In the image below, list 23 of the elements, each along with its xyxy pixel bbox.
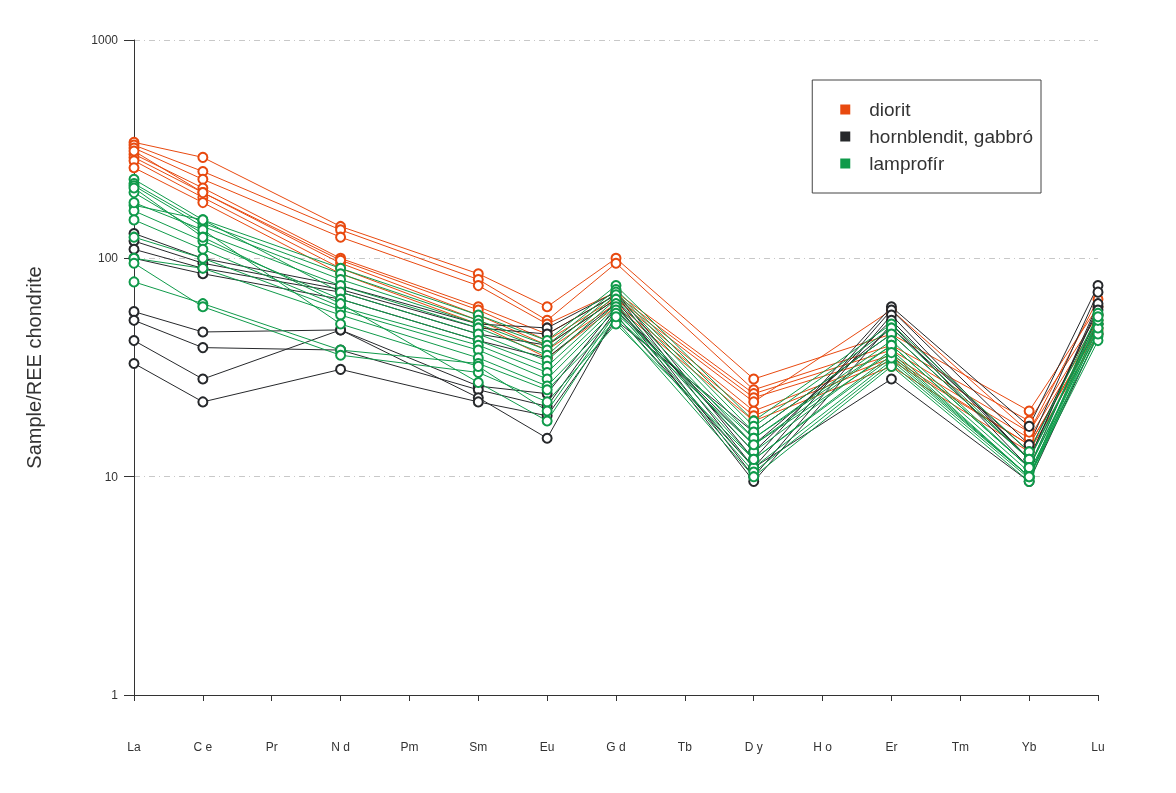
- x-tick-label: Sm: [469, 740, 488, 754]
- y-tick-label: 10: [104, 469, 119, 484]
- y-tick-label: 1000: [91, 33, 119, 47]
- legend-label: hornblendit, gabbró: [869, 126, 1034, 147]
- x-tick-label: G d: [606, 740, 626, 754]
- x-tick-label: H o: [813, 740, 833, 754]
- x-tick-label: N d: [331, 740, 350, 754]
- legend-label: lamprofír: [869, 153, 945, 174]
- x-tick-label: La: [127, 740, 141, 754]
- x-tick-label: Yb: [1021, 740, 1037, 754]
- x-tick-label: Pm: [400, 740, 419, 754]
- legend-label: diorit: [869, 99, 912, 120]
- x-tick-label: C e: [193, 740, 213, 754]
- x-tick-label: Tm: [951, 740, 969, 754]
- x-tick-label: Tb: [677, 740, 693, 754]
- x-tick-label: D y: [744, 740, 763, 754]
- y-axis-title: Sample/REE chondrite: [23, 266, 45, 469]
- y-tick-label: 100: [97, 251, 119, 266]
- y-tick-label: 1: [111, 688, 119, 702]
- x-tick-label: Eu: [539, 740, 555, 754]
- x-tick-label: Lu: [1091, 740, 1105, 754]
- x-tick-label: Pr: [265, 740, 278, 754]
- x-tick-label: Er: [885, 740, 898, 754]
